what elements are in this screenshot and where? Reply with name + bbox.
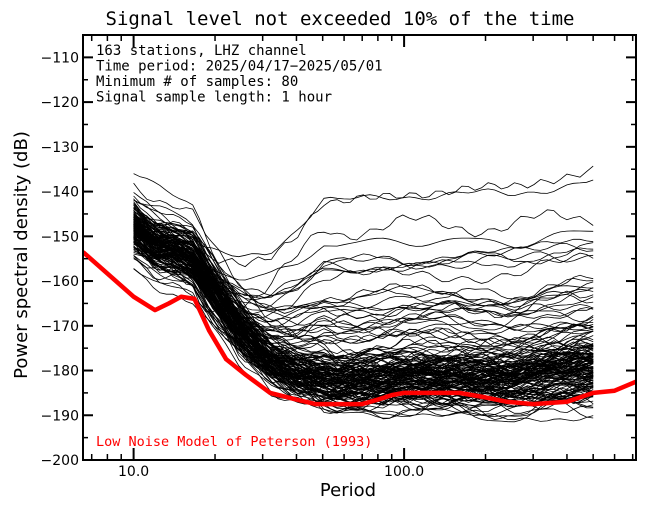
station-curve <box>133 223 594 388</box>
y-tick-label: −130 <box>41 140 79 156</box>
y-tick-label: −170 <box>41 319 79 335</box>
y-tick-label: −150 <box>41 229 79 245</box>
station-curve <box>133 209 594 317</box>
station-curve <box>133 224 594 346</box>
station-curve <box>133 203 594 374</box>
station-curve <box>133 205 594 398</box>
station-curve <box>133 227 594 332</box>
info-line: 163 stations, LHZ channel <box>96 43 307 59</box>
station-curve <box>133 237 594 414</box>
station-curve <box>133 207 594 401</box>
y-tick-label: −200 <box>41 453 79 469</box>
station-curve <box>133 182 594 345</box>
station-curve <box>133 165 594 268</box>
station-curve <box>133 212 594 314</box>
info-line: Signal sample length: 1 hour <box>96 90 332 106</box>
x-tick-label: 100.0 <box>384 464 424 480</box>
station-curve <box>133 198 594 374</box>
station-curve <box>133 240 594 387</box>
station-curve <box>133 219 594 399</box>
station-curve <box>133 220 594 390</box>
station-curve <box>133 242 594 375</box>
low-noise-model-line <box>83 250 636 407</box>
legend-low-noise-model: Low Noise Model of Peterson (1993) <box>96 434 372 450</box>
chart-title: Signal level not exceeded 10% of the tim… <box>106 8 575 30</box>
station-curve <box>133 219 594 388</box>
y-tick-label: −120 <box>41 95 79 111</box>
station-curve <box>133 217 594 378</box>
station-curve-group <box>133 165 594 423</box>
station-curve <box>133 173 594 414</box>
info-line: Time period: 2025/04/17−2025/05/01 <box>96 59 383 75</box>
station-curve <box>133 228 594 319</box>
station-curve <box>133 233 594 315</box>
y-tick-label: −190 <box>41 408 79 424</box>
info-line: Minimum # of samples: 80 <box>96 74 298 90</box>
station-curve <box>133 225 594 377</box>
x-tick-label: 10.0 <box>118 464 149 480</box>
y-tick-label: −110 <box>41 50 79 66</box>
x-axis-label: Period <box>320 480 376 501</box>
station-curve <box>133 217 594 281</box>
station-curve <box>133 205 594 419</box>
axes: −110 −120 −130 −140 −150 −160 −170 −180 −190 −200… <box>41 34 637 480</box>
station-curve <box>133 215 594 372</box>
low-noise-model-layer <box>83 250 636 407</box>
y-tick-label: −140 <box>41 185 79 201</box>
y-tick-label: −160 <box>41 274 79 290</box>
station-curve <box>133 226 594 392</box>
station-curves <box>133 165 594 423</box>
y-axis-label: Power spectral density (dB) <box>11 131 32 379</box>
y-tick-label: −180 <box>41 364 79 380</box>
plot-frame <box>82 34 637 461</box>
